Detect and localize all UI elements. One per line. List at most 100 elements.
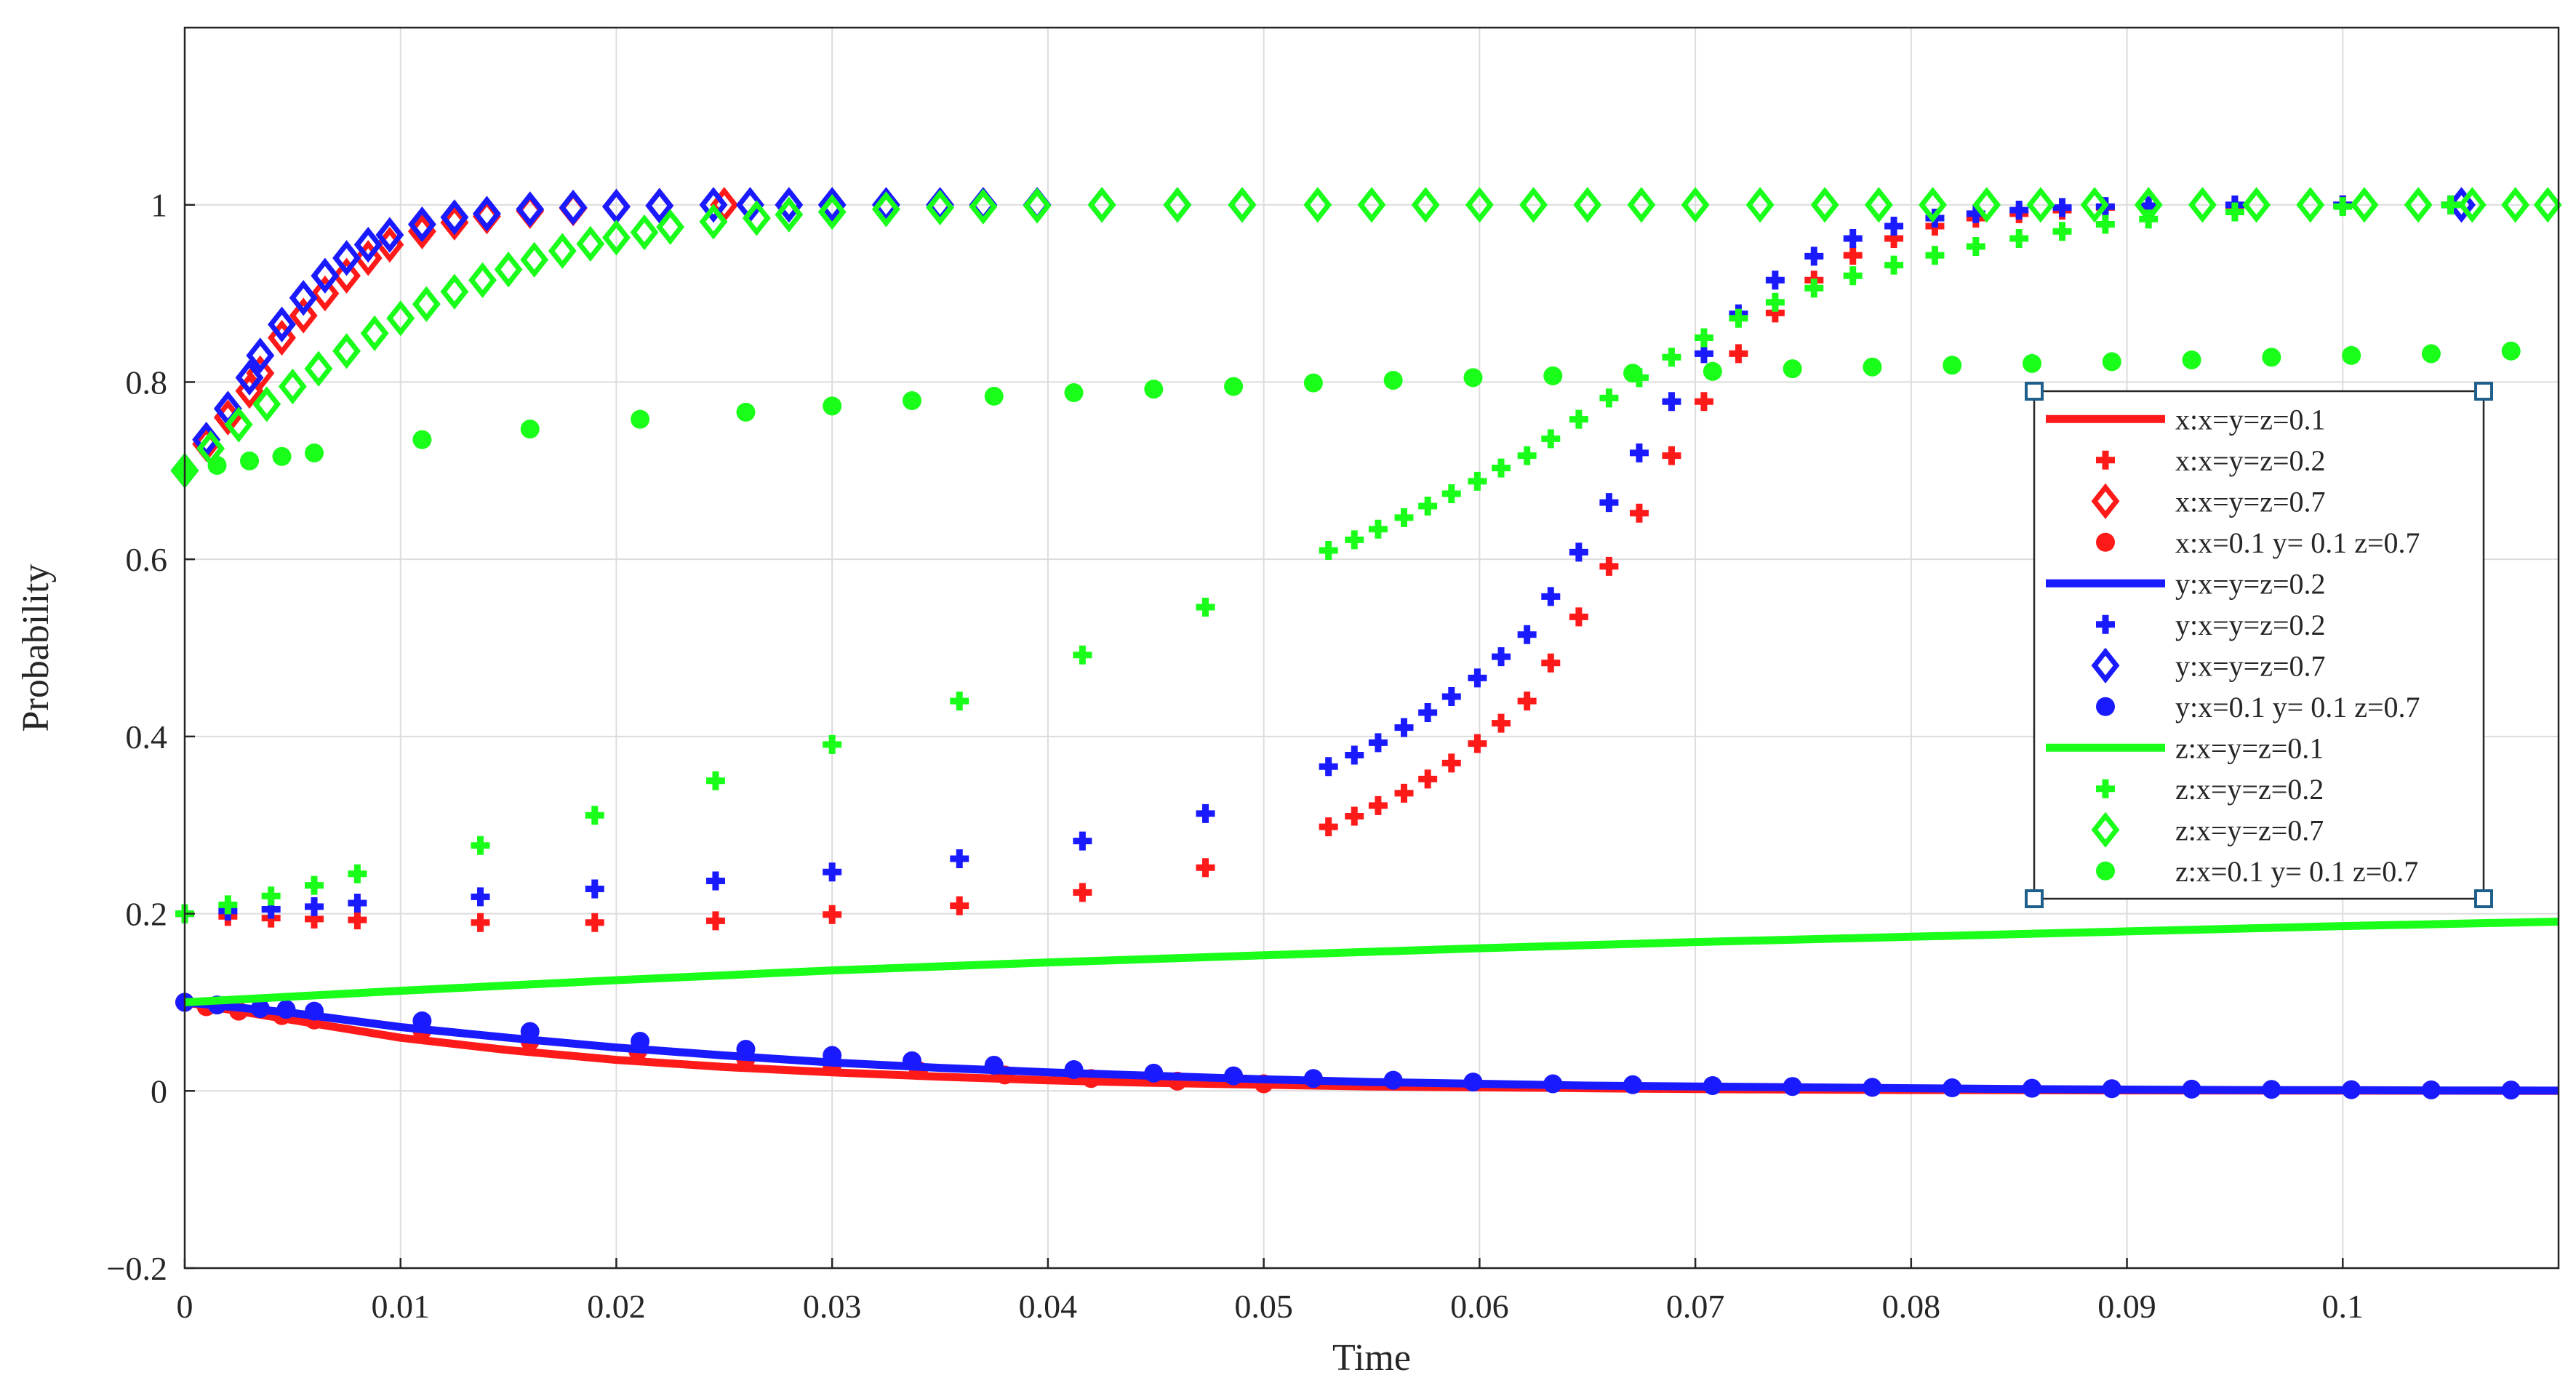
data-point bbox=[1863, 357, 1882, 377]
data-point bbox=[1319, 540, 1338, 560]
data-point bbox=[2225, 202, 2244, 222]
data-point bbox=[289, 297, 318, 334]
data-point bbox=[823, 396, 842, 416]
data-point bbox=[736, 402, 756, 422]
data-point bbox=[736, 1040, 756, 1059]
legend[interactable]: x:x=y=z=0.1 x:x=y=z=0.2 x:x=y=z=0.7 x:x=0.1… bbox=[2025, 382, 2493, 908]
data-point bbox=[440, 199, 469, 236]
y-tick-label: 0.6 bbox=[126, 541, 168, 578]
series-line bbox=[184, 918, 2559, 1006]
data-point bbox=[1303, 373, 1323, 393]
data-point bbox=[2441, 195, 2460, 215]
data-point bbox=[926, 189, 955, 226]
data-point bbox=[630, 214, 659, 251]
x-axis-label: Time bbox=[1332, 1337, 1411, 1379]
data-point bbox=[1629, 443, 1649, 462]
series-11 bbox=[175, 341, 2521, 481]
data-point bbox=[1804, 278, 1824, 298]
legend-entry: y:x=y=z=0.2 bbox=[2046, 567, 2326, 600]
data-point bbox=[1441, 484, 1461, 503]
data-point bbox=[272, 446, 292, 466]
data-point bbox=[742, 200, 771, 236]
data-point bbox=[261, 886, 281, 906]
legend-label: y:x=y=z=0.2 bbox=[2175, 609, 2326, 641]
legend-entry: x:x=y=z=0.1 bbox=[2046, 403, 2326, 436]
data-point bbox=[1925, 246, 1945, 265]
series-9 bbox=[175, 195, 2460, 923]
data-point bbox=[375, 217, 404, 253]
data-point bbox=[1919, 187, 1947, 223]
data-point bbox=[1627, 187, 1656, 223]
legend-entry: z:x=y=z=0.7 bbox=[2091, 811, 2324, 848]
data-point bbox=[289, 280, 318, 316]
data-point bbox=[576, 225, 605, 262]
data-point bbox=[585, 806, 604, 825]
data-point bbox=[601, 220, 631, 256]
data-point bbox=[1394, 718, 1414, 737]
legend-entry: z:x=y=z=0.2 bbox=[2096, 773, 2324, 806]
data-point bbox=[1345, 745, 1364, 765]
legend-entry: x:x=0.1 y= 0.1 z=0.7 bbox=[2096, 526, 2420, 559]
data-point bbox=[1144, 380, 1164, 399]
legend-resize-handle[interactable] bbox=[2025, 889, 2044, 908]
data-point bbox=[2242, 187, 2271, 223]
data-point bbox=[1662, 446, 1681, 465]
data-point bbox=[1319, 757, 1338, 777]
legend-marker bbox=[2096, 779, 2115, 798]
data-point bbox=[2009, 201, 2029, 220]
series-10 bbox=[170, 187, 2562, 489]
data-point bbox=[2501, 341, 2521, 361]
legend-resize-handle[interactable] bbox=[2025, 382, 2044, 401]
legend-box bbox=[2033, 390, 2485, 900]
data-point bbox=[1023, 188, 1052, 224]
data-point bbox=[1441, 687, 1461, 707]
series-7 bbox=[175, 993, 2521, 1100]
data-point bbox=[520, 1022, 540, 1041]
data-point bbox=[645, 188, 674, 224]
data-point bbox=[305, 875, 324, 895]
data-point bbox=[1144, 1063, 1164, 1083]
data-point bbox=[332, 257, 361, 294]
data-point bbox=[823, 734, 842, 754]
x-tick-label: 0.01 bbox=[371, 1288, 430, 1325]
data-point bbox=[1073, 883, 1092, 902]
legend-label: z:x=y=z=0.2 bbox=[2175, 773, 2324, 806]
data-point bbox=[224, 406, 253, 443]
y-axis-label: Probability bbox=[15, 564, 57, 731]
data-point bbox=[304, 350, 333, 387]
data-point bbox=[1224, 1066, 1244, 1086]
data-point bbox=[1541, 587, 1561, 606]
legend-entry: y:x=y=z=0.7 bbox=[2091, 647, 2326, 684]
data-point bbox=[2501, 187, 2530, 223]
data-point bbox=[1541, 653, 1561, 673]
data-point bbox=[1765, 292, 1785, 312]
data-point bbox=[246, 337, 275, 374]
data-point bbox=[2182, 350, 2201, 369]
data-point bbox=[1468, 668, 1487, 688]
data-point bbox=[1383, 370, 1403, 390]
data-point bbox=[1196, 597, 1215, 617]
data-point bbox=[278, 368, 307, 405]
data-point bbox=[1662, 348, 1681, 367]
data-point bbox=[950, 896, 969, 915]
data-point bbox=[2022, 1078, 2041, 1098]
x-tick-label: 0.08 bbox=[1882, 1288, 1941, 1325]
data-point bbox=[250, 998, 270, 1018]
data-point bbox=[1569, 542, 1588, 562]
data-point bbox=[1441, 753, 1461, 773]
data-point bbox=[1418, 497, 1438, 516]
data-point bbox=[969, 188, 998, 225]
data-point bbox=[1303, 1069, 1323, 1089]
data-point bbox=[775, 187, 804, 223]
legend-resize-handle[interactable] bbox=[2474, 889, 2493, 908]
legend-label: y:x=0.1 y= 0.1 z=0.7 bbox=[2175, 691, 2420, 723]
data-point bbox=[311, 275, 340, 312]
legend-entry: z:x=0.1 y= 0.1 z=0.7 bbox=[2096, 855, 2418, 888]
data-point bbox=[1543, 1074, 1563, 1094]
data-point bbox=[1623, 364, 1643, 383]
data-point bbox=[520, 241, 549, 278]
legend-entry: x:x=y=z=0.7 bbox=[2091, 483, 2326, 519]
data-point bbox=[440, 273, 469, 310]
legend-resize-handle[interactable] bbox=[2474, 382, 2493, 401]
data-point bbox=[276, 1000, 296, 1019]
